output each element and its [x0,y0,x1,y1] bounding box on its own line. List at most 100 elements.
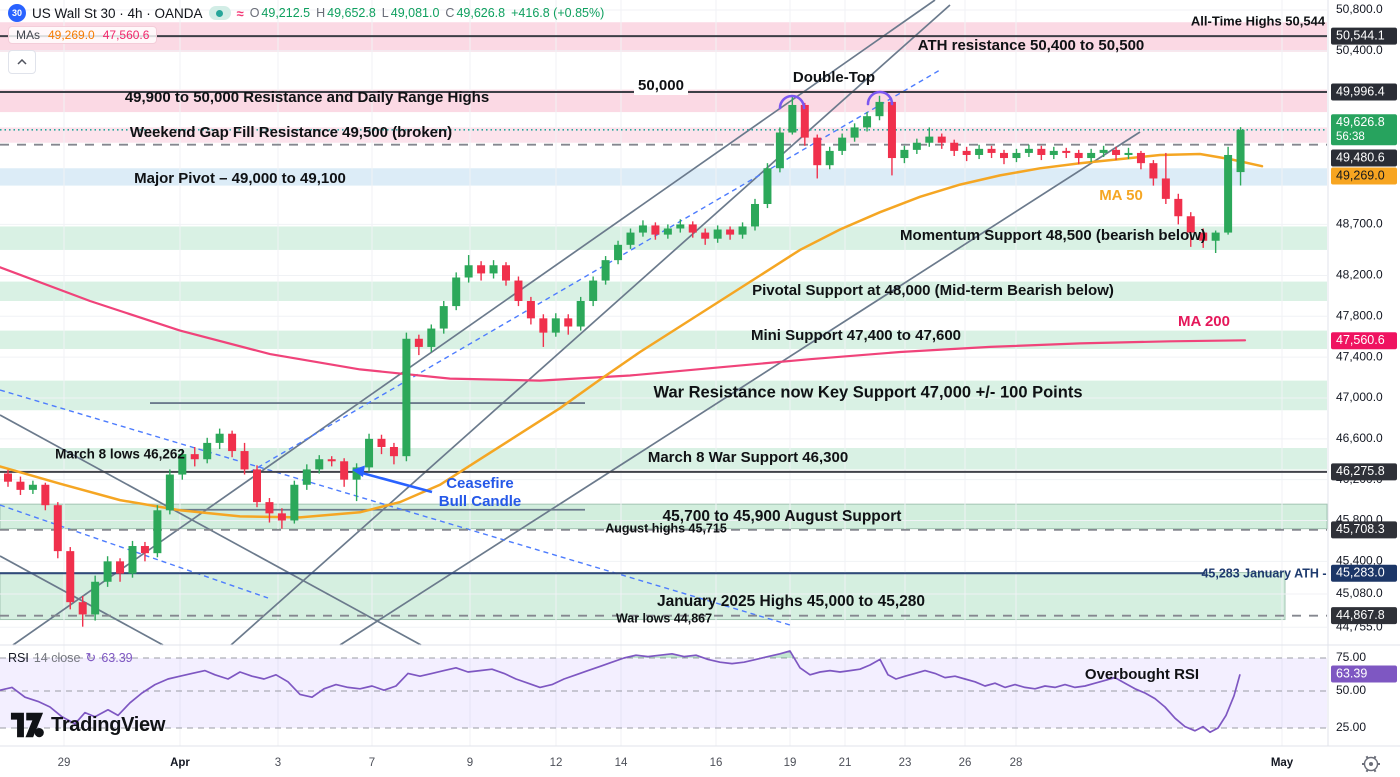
time-axis-label-29: 29 [58,757,71,769]
candle-body [713,229,722,239]
last-price-badge-countdown: 56:38 [1336,131,1365,143]
momentum-support-label[interactable]: Momentum Support 48,500 (bearish below) [900,227,1206,244]
collapse-legend-button[interactable] [8,50,36,74]
candle-body [1062,150,1071,153]
double-top-label[interactable]: Double-Top [793,69,875,86]
ma50-legend-value: 49,269.0 [48,28,95,42]
august-highs-label[interactable]: August highs 45,715 [605,521,727,535]
candle-body [962,150,971,155]
ma200-label[interactable]: MA 200 [1178,313,1230,330]
rsi-loading-icon: ↻ [85,650,97,665]
symbol-legend[interactable]: 30 US Wall St 30 · 4h · OANDA ≈ O 49,212.… [8,4,604,22]
war-lows-badge [1331,607,1397,625]
ceasefire-label-1[interactable]: Ceasefire [446,475,514,492]
time-axis-label-21: 21 [839,757,852,769]
candle-body [1161,178,1170,199]
ceasefire-label-2[interactable]: Bull Candle [439,493,522,510]
rsi-layer [0,650,1327,734]
candle-body [66,551,75,603]
time-axis-label-16: 16 [710,757,723,769]
january-ath-label[interactable]: 45,283 January ATH - [1201,566,1326,580]
weekend-gap-label[interactable]: Weekend Gap Fill Resistance 49,500 (brok… [130,124,452,141]
mini-support-label[interactable]: Mini Support 47,400 to 47,600 [751,327,961,344]
candle-body [28,484,37,490]
ascending-channel-right [339,131,1141,646]
levels-layer [0,35,1327,617]
candle-body [16,481,25,490]
candle-body [302,469,311,485]
candle-body [1049,150,1058,155]
ath-resistance-label[interactable]: ATH resistance 50,400 to 50,500 [918,37,1145,54]
market-open-dot-icon [216,9,224,17]
candle-body [377,438,386,447]
ma50-badge-text: 49,269.0 [1336,168,1385,182]
candle-body [788,104,797,133]
candle-body [452,277,461,307]
war-lows-label[interactable]: War lows 44,867 [616,611,712,625]
candle-body [489,265,498,274]
last-price-badge-text: 49,626.8 [1336,115,1385,129]
candle-body [1112,149,1121,155]
line-50000-badge [1331,83,1397,101]
major-pivot-label[interactable]: Major Pivot – 49,000 to 49,100 [134,170,346,187]
candle-body [427,328,436,347]
candle-body [1037,148,1046,155]
rsi-legend[interactable]: RSI 14 close ↻ 63.39 [8,650,133,666]
open-label: O [249,6,260,20]
august-support-label[interactable]: 45,700 to 45,900 August Support [663,508,902,525]
overbought-rsi-label[interactable]: Overbought RSI [1085,666,1199,683]
candle-body [91,581,100,615]
ma200-legend-value: 47,560.6 [102,28,150,42]
rsi-value-badge-text: 63.39 [1336,666,1367,680]
change-value: +416.8 (+0.85%) [511,6,605,20]
time-axis-label-3: 3 [275,757,281,769]
candle-body [638,225,647,233]
level-50000-label[interactable]: 50,000 [638,77,684,94]
rsi-indicator-params: 14 close [33,651,81,665]
january-highs-label[interactable]: January 2025 Highs 45,000 to 45,280 [657,593,925,610]
all-time-highs-label[interactable]: All-Time Highs 50,544 [1191,13,1326,28]
candle-body [265,502,274,514]
major-pivot-zone-band [0,168,1327,186]
double-top-arc [778,94,806,110]
rsi-value-badge [1331,665,1397,683]
march8-war-support-label[interactable]: March 8 War Support 46,300 [648,449,848,466]
ceasefire-arrowhead-icon [352,465,365,477]
war-resistance-label[interactable]: War Resistance now Key Support 47,000 +/… [654,383,1083,401]
ma50-line [0,152,1264,519]
candle-body [1174,198,1183,217]
candle-body [165,474,174,511]
candle-body [116,561,125,574]
candle-body [589,280,598,301]
close-label: C [445,6,455,20]
tradingview-watermark[interactable]: TradingView [10,712,165,738]
axis-settings-gear-icon[interactable] [1362,755,1380,773]
march8-badge [1331,463,1397,481]
high-value: 49,652.8 [327,6,376,20]
candle-body [775,132,784,169]
ma50-label[interactable]: MA 50 [1099,187,1143,204]
march8-lows-label[interactable]: March 8 lows 46,262 [55,447,185,462]
candle-body [900,149,909,159]
last-price-badge [1331,114,1397,146]
pivotal-support-label[interactable]: Pivotal Support at 48,000 (Mid-term Bear… [752,282,1114,299]
candle-body [950,142,959,151]
candle-body [701,232,710,239]
ma-legend[interactable]: MAs 49,269.0 47,560.6 [8,26,158,44]
rsi-band [0,658,1327,728]
descending-channel-lower [0,555,164,646]
candle-body [1136,152,1145,164]
candle-body [41,484,50,506]
candle-body [887,101,896,159]
symbol-title[interactable]: US Wall St 30 · 4h · OANDA [32,5,203,21]
candle-body [1124,152,1133,155]
chevron-up-icon [17,59,27,65]
time-axis-label-Apr: Apr [170,757,190,769]
candle-body [1149,163,1158,179]
time-axis-bg[interactable] [0,746,1400,777]
momentum-support-zone-band [0,226,1327,250]
candle-body [178,454,187,475]
candle-body [240,451,249,470]
resistance-49900-label[interactable]: 49,900 to 50,000 Resistance and Daily Ra… [125,89,489,106]
